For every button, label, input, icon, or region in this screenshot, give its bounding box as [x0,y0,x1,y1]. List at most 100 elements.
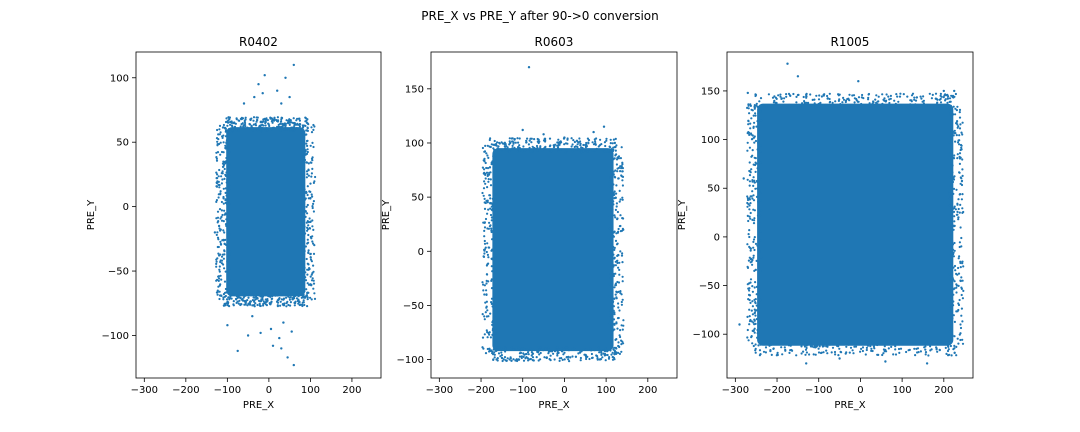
scatter-point [494,256,497,259]
scatter-point [834,100,837,103]
scatter-point [513,146,516,149]
scatter-point [598,349,601,352]
scatter-point [866,344,870,347]
scatter-point [216,293,219,296]
scatter-point [758,168,761,171]
scatter-point [602,148,605,151]
scatter-point [746,266,750,269]
scatter-point [311,277,314,280]
scatter-point [265,117,268,120]
scatter-point [955,286,958,289]
x-tick-label: −200 [467,385,494,396]
scatter-point [613,311,616,314]
scatter-point [481,281,484,284]
scatter-point [496,346,499,349]
scatter-point [609,309,612,312]
scatter-point [218,297,221,301]
scatter-point [760,178,763,181]
scatter-point [616,170,619,173]
scatter-point [268,302,271,305]
scatter-point [748,161,751,164]
scatter-point [303,266,306,269]
scatter-point [949,327,952,330]
scatter-point [493,143,496,146]
scatter-point [484,246,487,249]
scatter-point [222,165,225,168]
scatter-point [227,210,230,213]
scatter-point [215,200,218,203]
scatter-point [256,297,259,300]
scatter-point [270,128,273,131]
scatter-point [864,353,867,356]
scatter-point [759,222,762,225]
scatter-point [309,256,312,259]
scatter-point [300,293,303,296]
scatter-point [217,183,220,186]
scatter-point [751,197,754,200]
scatter-point [282,321,285,324]
scatter-point [861,346,865,349]
scatter-point [752,194,755,197]
scatter-point [585,348,588,351]
scatter-point [481,166,484,169]
scatter-point [948,106,951,109]
scatter-point [950,94,953,97]
scatter-point [842,98,846,101]
scatter-point [556,354,559,357]
scatter-point [746,178,749,181]
scatter-point [753,181,757,184]
scatter-point [249,123,252,126]
scatter-point [491,352,494,355]
scatter-point [234,122,237,125]
scatter-point [489,145,492,149]
scatter-point [292,292,295,295]
scatter-point [260,298,263,301]
scatter-point [940,95,943,98]
scatter-point [223,242,226,245]
scatter-point [742,177,745,180]
scatter-point [311,167,314,170]
scatter-point [489,349,492,353]
scatter-point [496,147,499,150]
scatter-point [752,222,756,225]
scatter-point [235,118,238,121]
scatter-point [310,126,313,129]
scatter-point [228,253,231,256]
scatter-point [302,252,305,255]
scatter-point [259,331,262,335]
scatter-point [223,231,226,234]
scatter-point [284,124,287,127]
scatter-point [571,143,574,146]
scatter-point [538,348,541,351]
scatter-point [758,349,762,352]
scatter-point [746,106,749,109]
scatter-point [577,352,580,355]
scatter-point [608,215,612,218]
scatter-point [788,106,791,109]
scatter-point [305,205,308,208]
scatter-point [251,304,254,307]
x-tick-label: 0 [561,385,567,396]
x-tick-label: 200 [638,385,657,396]
scatter-point [962,265,965,268]
scatter-point [748,112,751,115]
scatter-point [224,198,227,201]
scatter-point [748,146,752,149]
scatter-point [589,347,592,350]
scatter-point [921,104,924,107]
scatter-point [493,332,497,335]
scatter-point [490,302,493,305]
scatter-point [757,141,760,144]
scatter-point [259,125,262,128]
scatter-point [944,98,947,101]
scatter-point [489,197,492,200]
scatter-point [518,147,522,150]
scatter-point [486,309,489,312]
scatter-point [225,298,229,301]
scatter-point [226,187,229,190]
scatter-point [482,172,485,175]
scatter-point [757,304,760,307]
scatter-point [951,304,954,307]
scatter-point [215,156,218,159]
scatter-point [769,349,772,352]
